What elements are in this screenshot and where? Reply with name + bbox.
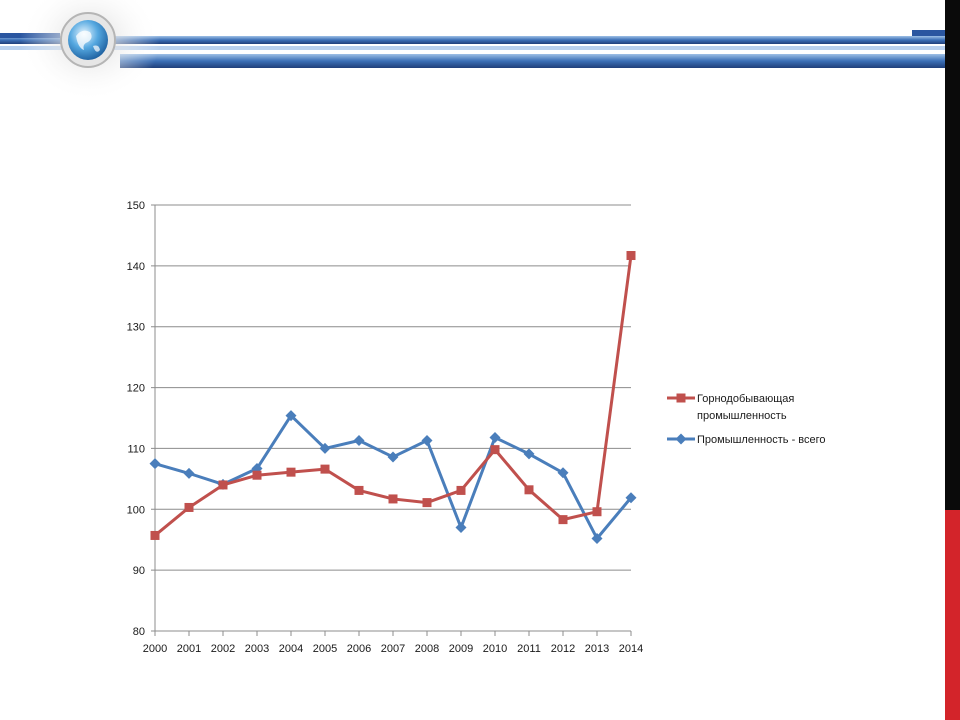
x-tick-label: 2013	[585, 643, 609, 655]
y-tick-label: 120	[127, 383, 145, 395]
data-point	[388, 494, 398, 504]
data-point	[523, 448, 535, 460]
x-tick-label: 2009	[449, 643, 473, 655]
data-point	[319, 442, 331, 454]
x-tick-label: 2014	[619, 643, 643, 655]
data-point	[455, 522, 467, 534]
legend-label: промышленность	[697, 410, 787, 422]
data-point	[557, 467, 569, 479]
x-tick-label: 2004	[279, 643, 303, 655]
data-point	[286, 467, 296, 477]
y-tick-label: 80	[133, 626, 145, 638]
data-point	[625, 492, 637, 504]
data-point	[524, 485, 534, 495]
legend-marker	[676, 393, 686, 403]
x-tick-label: 2002	[211, 643, 235, 655]
data-point	[456, 485, 466, 495]
axes	[154, 205, 632, 636]
data-point	[320, 464, 330, 474]
data-point	[252, 470, 262, 480]
x-tick-label: 2001	[177, 643, 201, 655]
y-tick-label: 150	[127, 200, 145, 212]
gridlines	[151, 204, 631, 632]
data-point	[558, 515, 568, 525]
right-edge-bar-red	[945, 510, 960, 720]
x-tick-label: 2010	[483, 643, 507, 655]
data-point	[218, 480, 228, 490]
data-point	[490, 445, 500, 455]
right-edge-bar-black	[945, 0, 960, 510]
x-tick-label: 2006	[347, 643, 371, 655]
y-tick-label: 90	[133, 565, 145, 577]
data-point	[149, 458, 161, 470]
y-tick-label: 100	[127, 504, 145, 516]
data-point	[591, 532, 603, 544]
y-tick-label: 110	[127, 443, 145, 455]
data-point	[422, 498, 432, 508]
data-point	[353, 435, 365, 447]
x-tick-label: 2008	[415, 643, 439, 655]
slide-header-banner	[0, 0, 945, 100]
legend-item: Промышленность - всего	[667, 433, 826, 446]
data-point	[489, 431, 501, 443]
data-point	[421, 435, 433, 447]
data-point	[150, 530, 160, 540]
data-point	[626, 251, 636, 261]
legend-item: Горнодобывающая промышленность	[667, 393, 794, 422]
series-mining	[150, 251, 636, 540]
series-line	[154, 255, 633, 537]
x-tick-label: 2000	[143, 643, 167, 655]
y-tick-label: 130	[127, 322, 145, 334]
tick-labels: 80 90 100 110 120 130 140 150 2000 2001 2002 2003 20…	[127, 200, 644, 655]
data-point	[592, 507, 602, 517]
data-point	[354, 485, 364, 495]
data-point	[387, 451, 399, 463]
x-tick-label: 2007	[381, 643, 405, 655]
data-point	[183, 467, 195, 479]
x-tick-label: 2012	[551, 643, 575, 655]
x-tick-label: 2003	[245, 643, 269, 655]
x-tick-label: 2011	[517, 643, 541, 655]
data-point	[184, 502, 194, 512]
legend-label: Горнодобывающая	[697, 393, 794, 405]
y-tick-label: 140	[127, 261, 145, 273]
series	[149, 251, 637, 544]
legend-marker	[675, 433, 687, 445]
legend: Горнодобывающая промышленность Промышленно…	[667, 393, 826, 446]
legend-label: Промышленность - всего	[697, 434, 826, 446]
data-point	[285, 410, 297, 422]
x-tick-label: 2005	[313, 643, 337, 655]
globe-icon	[60, 12, 116, 68]
